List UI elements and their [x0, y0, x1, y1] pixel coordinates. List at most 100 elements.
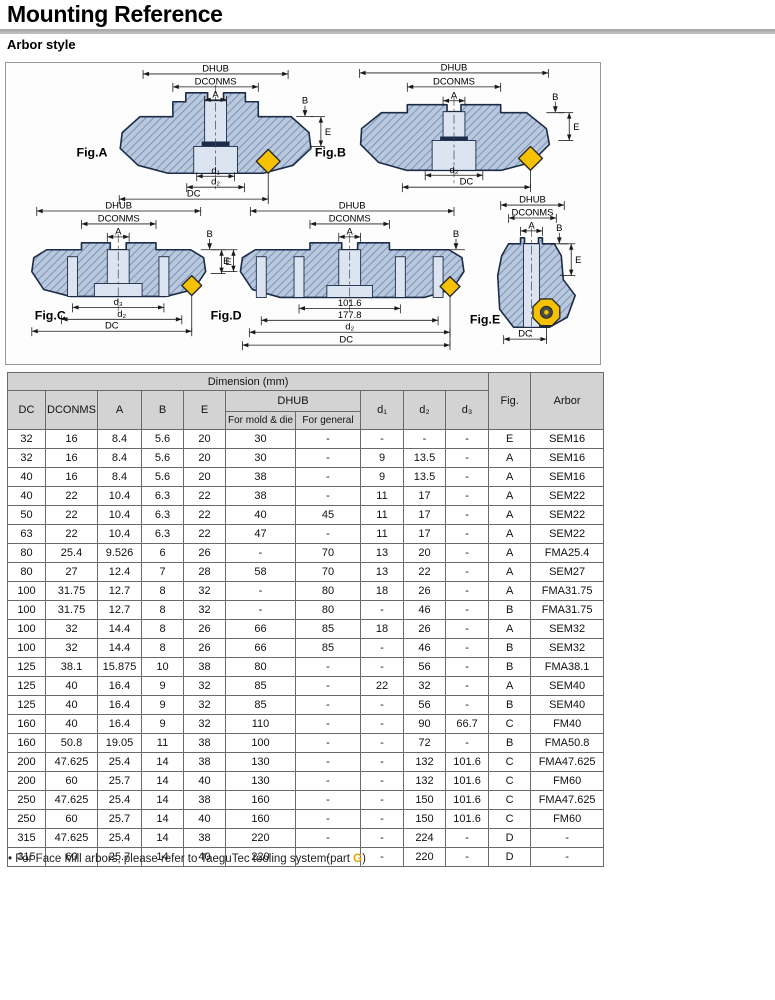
table-cell: 130	[225, 771, 296, 791]
table-cell: 14	[141, 790, 184, 810]
dimension-label: A	[212, 88, 219, 99]
table-cell: -	[360, 790, 404, 810]
table-cell: -	[295, 771, 361, 791]
table-cell: 25.7	[97, 847, 142, 867]
table-cell: 125	[7, 657, 46, 677]
table-cell: 130	[225, 752, 296, 772]
table-cell: 85	[225, 676, 296, 696]
table-cell: 13	[360, 562, 404, 582]
table-cell: -	[360, 714, 404, 734]
table-cell: 101.6	[444, 752, 490, 772]
table-cell: 8.4	[97, 429, 142, 449]
dimension-label: 101.6	[338, 297, 362, 308]
table-cell: 14	[141, 828, 184, 848]
table-cell: A	[488, 676, 532, 696]
table-cell: 40	[183, 809, 226, 829]
dimension-label: DCONMS	[329, 212, 371, 223]
table-row: 200 60 25.7 14 40 130- -132 101.6 C FM60	[7, 771, 605, 791]
table-cell: 125	[7, 695, 46, 715]
table-cell: 32	[183, 600, 226, 620]
table-cell: -	[360, 809, 404, 829]
table-cell: 66	[225, 619, 296, 639]
table-cell: -	[295, 467, 361, 487]
table-cell: 38	[183, 828, 226, 848]
table-cell: 8	[141, 581, 184, 601]
table-cell: SEM16	[530, 429, 605, 449]
table-cell: 50.8	[45, 733, 98, 753]
title-rule	[0, 29, 775, 34]
table-cell: 32	[183, 676, 226, 696]
table-cell: -	[444, 429, 490, 449]
table-cell: -	[360, 695, 404, 715]
dimension-label: d₁	[211, 165, 219, 176]
table-cell: 100	[225, 733, 296, 753]
table-row: 40 22 10.4 6.3 22 38-11 17- A SEM22	[7, 486, 605, 506]
page-title: Mounting Reference	[7, 1, 223, 27]
header-fig: Fig.	[488, 372, 532, 430]
table-row: 100 32 14.4 8 26 66 85-46- B SEM32	[7, 638, 605, 658]
table-cell: 8.4	[97, 467, 142, 487]
table-cell: 9	[141, 676, 184, 696]
dimension-label: E	[226, 256, 232, 267]
table-cell: -	[295, 676, 361, 696]
table-cell: 16.4	[97, 714, 142, 734]
dimension-label: B	[302, 95, 308, 106]
table-cell: 250	[7, 809, 46, 829]
table-cell: 220	[225, 828, 296, 848]
table-cell: 63	[7, 524, 46, 544]
table-cell: FM60	[530, 809, 605, 829]
table-row: 100 31.75 12.7 8 32-80-46- B FMA31.75	[7, 600, 605, 620]
table-cell: 11	[360, 524, 404, 544]
dimension-label: d₂	[117, 308, 126, 319]
dimension-label: B	[453, 228, 459, 239]
table-cell: 38	[225, 467, 296, 487]
table-cell: 20	[403, 543, 446, 563]
dimension-label: E	[325, 126, 331, 137]
table-cell: -	[360, 828, 404, 848]
table-cell: 90	[403, 714, 446, 734]
table-cell: B	[488, 638, 532, 658]
table-row: 160 40 16.4 9 32 110- -90 66.7 C FM40	[7, 714, 605, 734]
table-cell: 12.7	[97, 600, 142, 620]
table-cell: 30	[225, 429, 296, 449]
table-row: 50 22 10.4 6.3 22 40 45 11 17- A SEM22	[7, 505, 605, 525]
table-cell: 160	[7, 733, 46, 753]
table-cell: 20	[183, 429, 226, 449]
table-cell: 132	[403, 752, 446, 772]
table-cell: 32	[7, 429, 46, 449]
table-cell: -	[295, 752, 361, 772]
table-cell: 32	[45, 619, 98, 639]
header-b: B	[141, 390, 184, 430]
table-cell: -	[444, 524, 490, 544]
table-cell: 40	[183, 847, 226, 867]
table-cell: -	[295, 524, 361, 544]
table-cell: FMA31.75	[530, 600, 605, 620]
table-cell: 6.3	[141, 505, 184, 525]
table-cell: 9.526	[97, 543, 142, 563]
table-cell: 25.7	[97, 771, 142, 791]
dimension-label: DHUB	[202, 63, 229, 73]
dimension-label: DHUB	[105, 200, 132, 211]
table-cell: -	[295, 790, 361, 810]
table-cell: -	[360, 771, 404, 791]
table-cell: 32	[183, 695, 226, 715]
table-cell: 9	[141, 714, 184, 734]
table-cell: 250	[7, 790, 46, 810]
table-cell: 26	[183, 619, 226, 639]
table-cell: -	[444, 600, 490, 620]
table-cell: 25.4	[45, 543, 98, 563]
table-cell: 11	[141, 733, 184, 753]
table-cell: 8	[141, 619, 184, 639]
table-cell: -	[295, 733, 361, 753]
footnote-suffix: )	[362, 853, 366, 865]
table-cell: B	[488, 733, 532, 753]
table-cell: 150	[403, 790, 446, 810]
table-cell: 80	[295, 581, 361, 601]
table-cell: 38	[225, 486, 296, 506]
table-cell: 160	[225, 809, 296, 829]
table-cell: SEM16	[530, 448, 605, 468]
